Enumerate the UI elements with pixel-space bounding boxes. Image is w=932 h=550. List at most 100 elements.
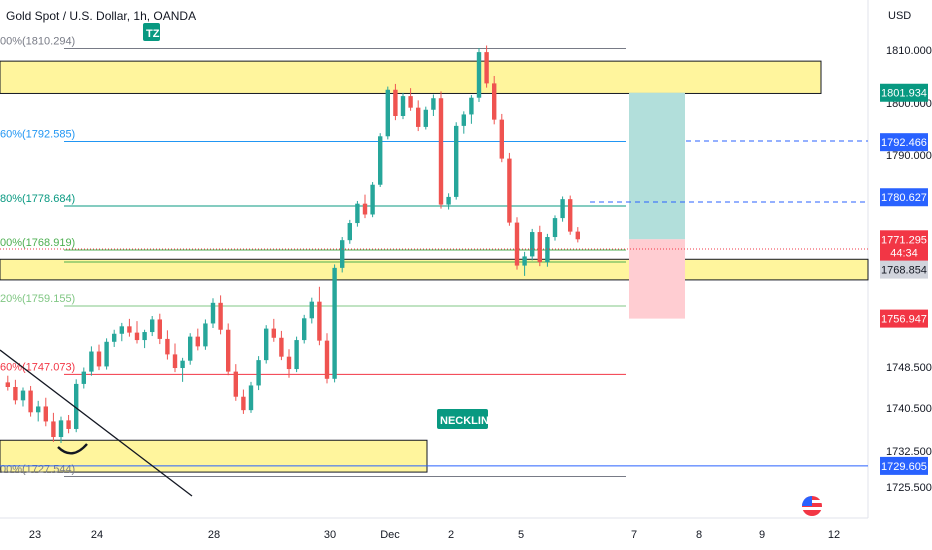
target-zone[interactable] [629, 92, 685, 240]
candle [180, 357, 185, 382]
candle [271, 318, 276, 342]
svg-text:1792.466: 1792.466 [881, 137, 927, 149]
candle [499, 113, 504, 163]
candle [5, 375, 10, 391]
candle [370, 182, 375, 218]
candle [188, 333, 193, 365]
neckline-badge: NECKLINE [437, 409, 496, 429]
price-tag-0: 1801.934 [880, 83, 928, 102]
candle [294, 336, 299, 373]
candle [203, 319, 208, 350]
candle [484, 45, 489, 88]
candle [317, 286, 322, 346]
x-tick-label: 9 [759, 529, 765, 541]
fib-label-0: 00%(1810.294) [0, 36, 75, 48]
chart-title: Gold Spot / U.S. Dollar, 1h, OANDA [6, 9, 197, 23]
candle [66, 414, 71, 434]
candle [74, 379, 79, 433]
candle [248, 381, 254, 413]
candle [134, 321, 140, 344]
x-tick-label: 28 [208, 529, 220, 541]
x-tick-label: 8 [696, 529, 702, 541]
candle [537, 225, 542, 267]
candle [142, 329, 147, 349]
candle [172, 343, 178, 373]
candle [286, 349, 292, 378]
candle [81, 367, 86, 389]
y-tick-label: 1732.500 [886, 446, 932, 458]
candle [51, 412, 56, 442]
tz-badge-label: TZ [146, 28, 160, 40]
fib-label-5: 60%(1747.073) [0, 361, 75, 373]
neckline-badge-label: NECKLINE [440, 415, 496, 427]
fib-label-2: 80%(1778.684) [0, 193, 75, 205]
trend-line[interactable] [0, 349, 193, 497]
y-tick-label: 1748.500 [886, 362, 932, 374]
candle [20, 387, 26, 407]
candle [324, 333, 330, 384]
candle [393, 83, 398, 121]
candle [423, 106, 428, 130]
candle [28, 385, 33, 417]
candle [218, 295, 223, 335]
candle [340, 237, 345, 273]
candle [400, 92, 406, 120]
candle [469, 95, 474, 124]
x-tick-label: 7 [631, 529, 637, 541]
us-flag-icon[interactable] [802, 496, 822, 516]
svg-text:1756.947: 1756.947 [881, 314, 927, 326]
candle [575, 227, 580, 243]
y-tick-label: 1810.000 [886, 45, 932, 57]
fib-label-3: 00%(1768.919) [0, 237, 75, 249]
y-tick-label: 1725.500 [886, 482, 932, 494]
stop-zone[interactable] [629, 239, 685, 319]
svg-text:44:34: 44:34 [890, 247, 918, 259]
candle [552, 215, 558, 241]
candle [514, 217, 520, 270]
candle [256, 356, 261, 391]
x-tick-label: 2 [448, 529, 454, 541]
position-tool[interactable] [629, 92, 685, 319]
candles-layer [5, 45, 580, 443]
fib-label-1: 60%(1792.585) [0, 129, 75, 141]
neckline-arc[interactable] [57, 443, 88, 455]
x-tick-label: 30 [324, 529, 336, 541]
candle [233, 364, 238, 401]
svg-text:1729.605: 1729.605 [881, 461, 927, 473]
x-tick-label: 23 [29, 529, 41, 541]
candle [476, 48, 482, 102]
candle [43, 397, 48, 427]
tz-badge: TZ [143, 23, 160, 41]
candle [347, 219, 352, 244]
candle [492, 75, 497, 125]
candle [13, 379, 18, 405]
x-tick-label: 5 [518, 529, 524, 541]
candle [226, 323, 231, 376]
candle [241, 389, 246, 414]
candle [150, 316, 155, 337]
candle [89, 346, 94, 376]
y-tick-label: 1740.500 [886, 403, 932, 415]
candle [302, 314, 307, 344]
candle [309, 297, 314, 324]
time-axis[interactable]: 23 24 28 30 Dec 2 5 7 8 9 12 [29, 529, 840, 541]
svg-text:1771.295: 1771.295 [881, 234, 927, 246]
demand-zone[interactable] [0, 439, 428, 473]
candle [438, 91, 444, 209]
fib-label-6: 00%(1727.544) [0, 463, 75, 475]
candle [119, 322, 124, 342]
candle [461, 111, 466, 134]
candle [362, 194, 368, 219]
candle [127, 318, 132, 337]
price-tag-6: 1756.947 [880, 309, 928, 328]
candle [378, 133, 383, 187]
price-tag-1: 1792.466 [880, 133, 928, 152]
candle [279, 330, 284, 361]
candle [104, 338, 109, 370]
supply-zone[interactable] [0, 60, 822, 94]
drawings-layer [0, 140, 868, 497]
currency-label: USD [888, 10, 911, 22]
